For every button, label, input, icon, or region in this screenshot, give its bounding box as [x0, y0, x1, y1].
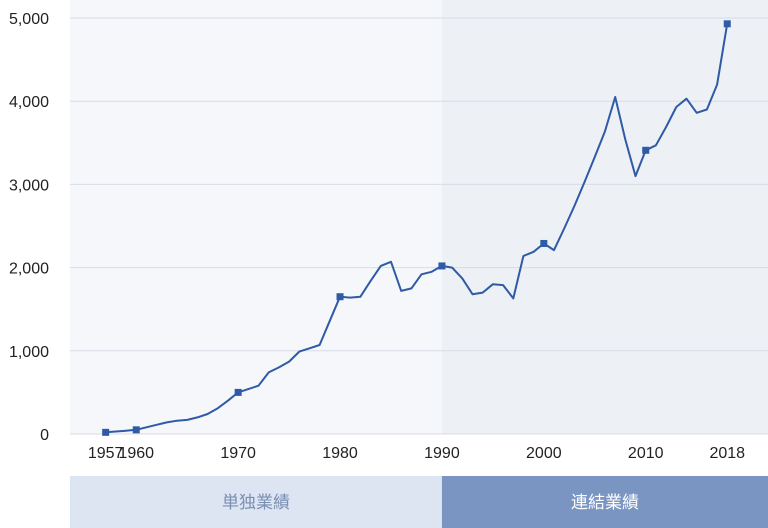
- y-tick-label: 1,000: [9, 344, 49, 361]
- x-tick-label: 1960: [118, 445, 154, 462]
- data-point-marker: [234, 388, 242, 396]
- segment-bar-standalone: [70, 476, 442, 528]
- x-tick-label: 2010: [628, 445, 664, 462]
- y-tick-label: 3,000: [9, 177, 49, 194]
- x-tick-label: 1957: [88, 445, 124, 462]
- y-tick-label: 5,000: [9, 11, 49, 28]
- band-left-background: [70, 0, 442, 434]
- y-tick-label: 0: [40, 427, 49, 444]
- data-point-marker: [540, 239, 548, 247]
- data-point-marker: [336, 293, 344, 301]
- data-point-marker: [132, 426, 140, 434]
- segment-bar-consolidated: [441, 476, 768, 528]
- x-tick-label: 2000: [526, 445, 562, 462]
- y-tick-label: 2,000: [9, 261, 49, 278]
- x-tick-label: 1990: [424, 445, 460, 462]
- data-point-marker: [102, 428, 110, 436]
- data-point-marker: [438, 262, 446, 270]
- x-tick-label: 1980: [322, 445, 358, 462]
- data-point-marker: [723, 20, 731, 28]
- x-tick-label: 1970: [220, 445, 256, 462]
- data-point-marker: [642, 146, 650, 154]
- series-line: [105, 23, 729, 434]
- x-tick-label: 2018: [709, 445, 745, 462]
- y-tick-label: 4,000: [9, 94, 49, 111]
- grid-lines: [70, 17, 768, 435]
- series-markers: [102, 20, 731, 436]
- segment-label-consolidated: 連結業績: [571, 493, 639, 513]
- y-axis: 0 1,000 2,000 3,000 4,000 5,000: [9, 11, 49, 444]
- band-right-background: [441, 0, 768, 434]
- segment-label-standalone: 単独業績: [222, 493, 290, 513]
